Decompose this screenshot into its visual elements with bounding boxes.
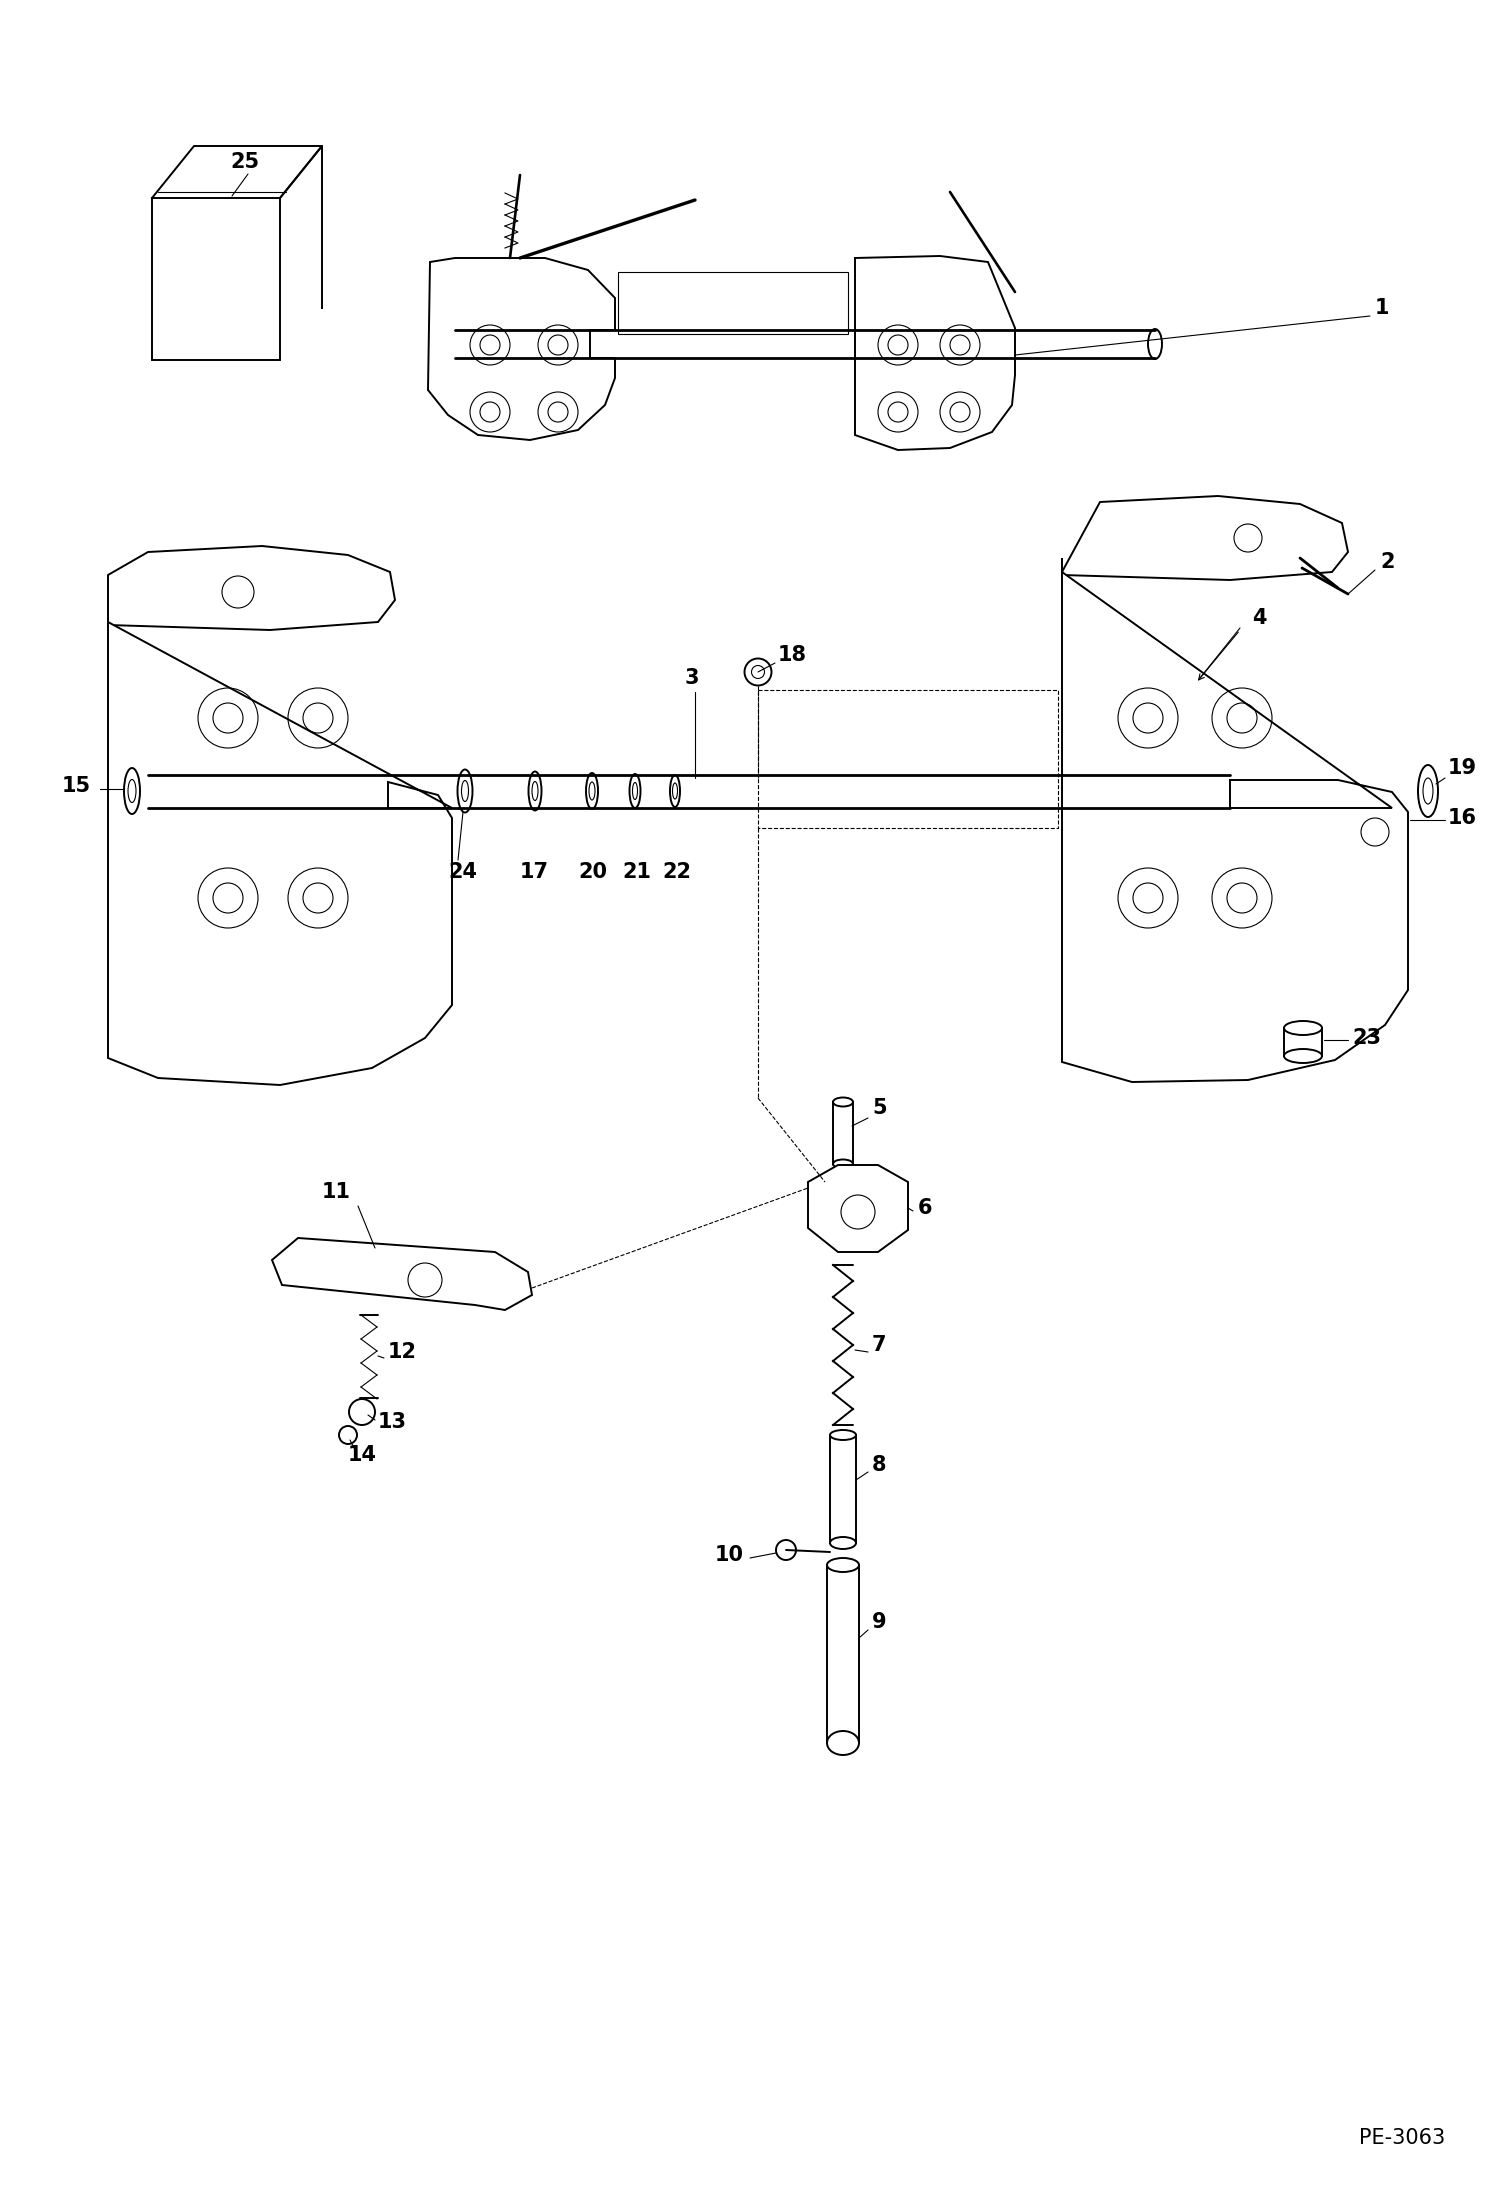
Text: 3: 3 [685, 669, 700, 689]
Ellipse shape [1147, 329, 1162, 360]
Ellipse shape [1224, 774, 1236, 809]
Polygon shape [1062, 572, 1408, 1081]
Text: 14: 14 [348, 1445, 377, 1465]
Ellipse shape [833, 1096, 852, 1107]
Text: 13: 13 [377, 1412, 407, 1432]
Polygon shape [855, 257, 1016, 450]
Ellipse shape [629, 774, 641, 807]
Ellipse shape [827, 1730, 858, 1754]
Bar [833, 1103, 852, 1164]
Ellipse shape [1284, 1048, 1323, 1064]
Ellipse shape [830, 1537, 855, 1548]
Bar [758, 691, 1058, 829]
Text: 11: 11 [322, 1182, 351, 1202]
Ellipse shape [670, 774, 680, 807]
Text: 12: 12 [388, 1342, 416, 1362]
Polygon shape [428, 259, 616, 441]
Bar [827, 1566, 858, 1743]
Text: 4: 4 [1252, 607, 1266, 627]
Text: 24: 24 [448, 862, 476, 882]
Text: PE-3063: PE-3063 [1359, 2127, 1446, 2147]
Text: 25: 25 [231, 151, 259, 171]
Text: 17: 17 [520, 862, 548, 882]
Text: 5: 5 [872, 1099, 887, 1118]
Ellipse shape [586, 772, 598, 809]
Text: 1: 1 [1375, 298, 1390, 318]
Text: 8: 8 [872, 1454, 887, 1476]
Bar [151, 197, 280, 360]
Text: 22: 22 [662, 862, 691, 882]
Text: 15: 15 [61, 776, 91, 796]
Ellipse shape [830, 1430, 855, 1441]
Bar [1284, 1029, 1323, 1057]
Polygon shape [108, 623, 452, 1086]
Text: 2: 2 [1380, 553, 1395, 572]
Ellipse shape [833, 1160, 852, 1169]
Text: 16: 16 [1449, 807, 1477, 829]
Bar [619, 272, 848, 333]
Text: 7: 7 [872, 1336, 887, 1355]
Text: 20: 20 [578, 862, 607, 882]
Ellipse shape [827, 1557, 858, 1572]
Ellipse shape [141, 774, 154, 809]
Polygon shape [108, 546, 395, 629]
Ellipse shape [457, 770, 472, 811]
Ellipse shape [124, 768, 139, 814]
Ellipse shape [529, 772, 541, 811]
Text: 9: 9 [872, 1612, 887, 1632]
Ellipse shape [745, 658, 771, 686]
Text: 6: 6 [918, 1197, 932, 1217]
Polygon shape [1062, 496, 1348, 579]
Text: 18: 18 [777, 645, 807, 664]
Bar [830, 1434, 855, 1544]
Text: 19: 19 [1449, 759, 1477, 779]
Text: 23: 23 [1353, 1029, 1381, 1048]
Ellipse shape [1284, 1022, 1323, 1035]
Polygon shape [807, 1164, 908, 1252]
Text: 21: 21 [622, 862, 652, 882]
Polygon shape [273, 1239, 532, 1309]
Ellipse shape [1419, 765, 1438, 818]
Text: 10: 10 [715, 1546, 745, 1566]
